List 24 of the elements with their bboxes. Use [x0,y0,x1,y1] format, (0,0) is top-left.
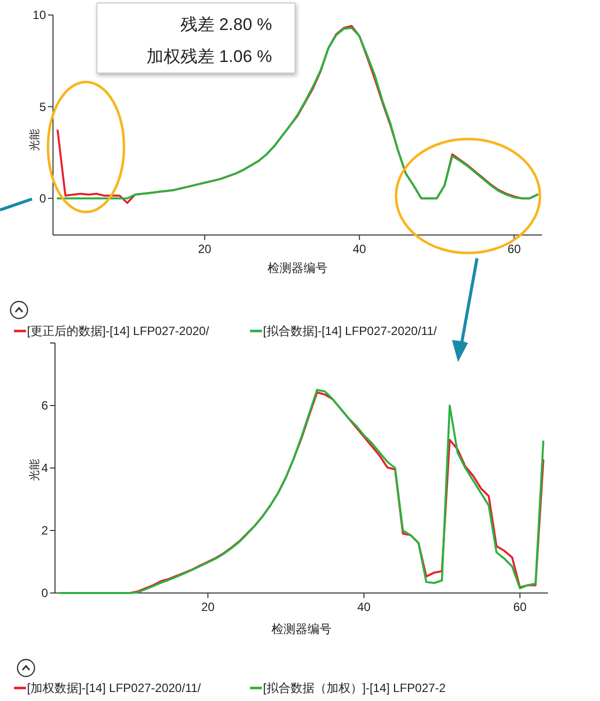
y-tick-label: 6 [41,398,48,413]
legend-label: [拟合数据]-[14] LFP027-2020/11/ [263,324,438,338]
y-axis-title: 光能 [28,129,41,151]
annotation: 加权残差 1.06 % [146,47,272,66]
y-tick-label: 2 [41,524,48,538]
annotation: 残差 2.80 % [180,15,272,34]
y-tick-label: 0 [39,192,46,206]
y-tick-label: 5 [39,100,46,114]
text-box: 残差 2.80 % 加权残差 1.06 % [96,2,296,74]
legend-label: [拟合数据（加权）]-[14] LFP027-2 [263,681,446,695]
x-tick-label: 20 [201,600,215,614]
y-tick-label: 10 [32,8,46,22]
legend-label: [更正后的数据]-[14] LFP027-2020/ [27,324,210,338]
legend-label: [加权数据]-[14] LFP027-2020/11/ [27,681,202,695]
y-tick-label: 4 [41,461,48,476]
x-tick-label: 40 [357,600,371,614]
y-axis-title: 光能 [28,459,41,481]
x-tick-label: 60 [513,600,527,614]
x-tick-label: 60 [507,242,522,256]
x-tick-label: 40 [352,242,366,256]
x-axis-title: 检测器编号 [272,622,332,636]
x-axis-title: 检测器编号 [268,261,328,275]
y-tick-label: 0 [41,586,48,600]
x-tick-label: 20 [198,242,212,256]
